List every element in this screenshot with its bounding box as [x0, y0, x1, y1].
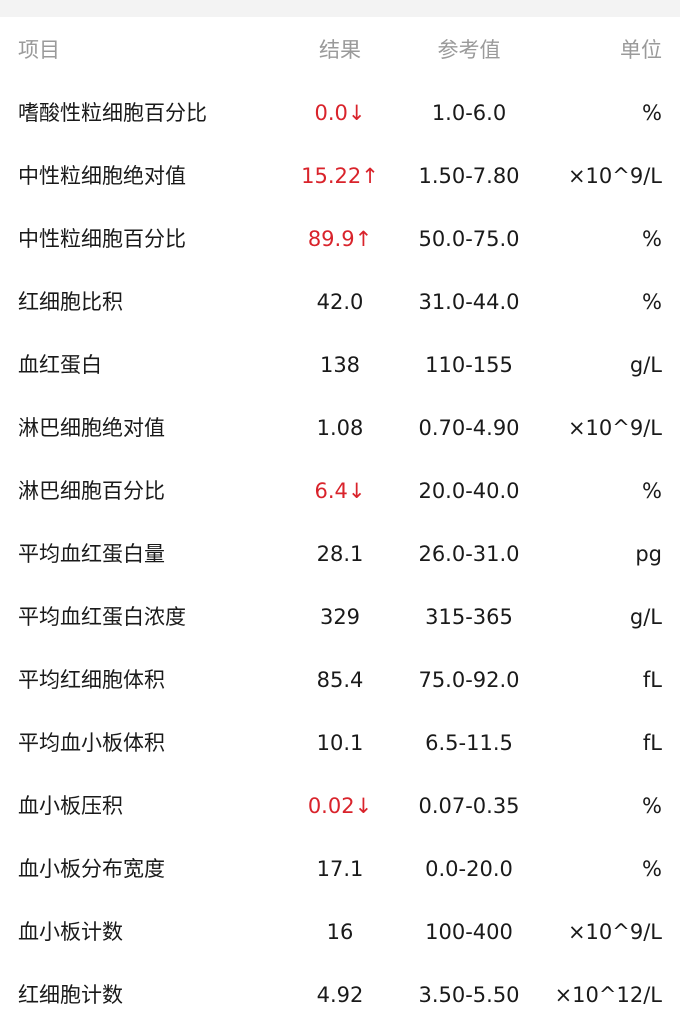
item-name: 平均血红蛋白浓度 — [18, 605, 186, 629]
unit: % — [642, 857, 662, 881]
item-name: 中性粒细胞百分比 — [18, 227, 186, 251]
result-value: 10.1 — [316, 731, 364, 755]
reference-range: 315-365 — [425, 605, 513, 629]
item-name: 平均红细胞体积 — [18, 668, 165, 692]
result-value: 28.1 — [316, 542, 364, 566]
unit: % — [642, 101, 662, 125]
unit: ×10^12/L — [554, 983, 662, 1007]
unit: g/L — [629, 353, 662, 377]
reference-range: 6.5-11.5 — [425, 731, 513, 755]
result-value: 42.0 — [316, 290, 364, 314]
result-value: 1.08 — [316, 416, 364, 440]
reference-range: 50.0-75.0 — [418, 227, 520, 251]
item-name: 嗜酸性粒细胞百分比 — [18, 101, 207, 125]
table-row: 淋巴细胞百分比 6.4↓ 20.0-40.0% — [0, 460, 680, 523]
unit: % — [642, 794, 662, 818]
item-name: 平均血小板体积 — [18, 731, 165, 755]
table-row: 红细胞计数 4.92 3.50-5.50 ×10^12/L — [0, 964, 680, 1027]
reference-range: 110-155 — [425, 353, 513, 377]
header-reference: 参考值 — [437, 38, 501, 62]
reference-range: 3.50-5.50 — [418, 983, 520, 1007]
result-value: 85.4 — [316, 668, 364, 692]
item-name: 血小板压积 — [18, 794, 123, 818]
table-row: 平均血红蛋白浓度 329 315-365 g/L — [0, 586, 680, 649]
reference-range: 75.0-92.0 — [418, 668, 520, 692]
reference-range: 20.0-40.0 — [418, 479, 520, 503]
item-name: 红细胞比积 — [18, 290, 123, 314]
header-item: 项目 — [18, 38, 60, 62]
result-value: 138 — [319, 353, 361, 377]
table-row: 血红蛋白 138 110-155 g/L — [0, 334, 680, 397]
reference-range: 0.0-20.0 — [425, 857, 513, 881]
unit: % — [642, 290, 662, 314]
reference-range: 26.0-31.0 — [418, 542, 520, 566]
item-name: 血小板计数 — [18, 920, 123, 944]
reference-range: 31.0-44.0 — [418, 290, 520, 314]
table-header: 项目 结果 参考值 单位 — [0, 19, 680, 82]
unit: % — [642, 479, 662, 503]
table-row: 平均血红蛋白量 28.1 26.0-31.0 pg — [0, 523, 680, 586]
table-row: 血小板分布宽度 17.1 0.0-20.0% — [0, 838, 680, 901]
item-name: 淋巴细胞百分比 — [18, 479, 165, 503]
table-row: 平均红细胞体积 85.4 75.0-92.0 fL — [0, 649, 680, 712]
result-value: 329 — [319, 605, 361, 629]
unit: fL — [642, 668, 662, 692]
result-value: 15.22↑ — [301, 164, 379, 188]
item-name: 红细胞计数 — [18, 983, 123, 1007]
unit: pg — [635, 542, 662, 566]
item-name: 平均血红蛋白量 — [18, 542, 165, 566]
table-row: 平均血小板体积 10.1 6.5-11.5 fL — [0, 712, 680, 775]
result-value: 4.92 — [316, 983, 364, 1007]
table-row: 嗜酸性粒细胞百分比 0.0↓ 1.0-6.0% — [0, 82, 680, 145]
table-row: 中性粒细胞绝对值 15.22↑ 1.50-7.80 ×10^9/L — [0, 145, 680, 208]
result-value: 6.4↓ — [314, 479, 366, 503]
item-name: 血红蛋白 — [18, 353, 102, 377]
reference-range: 1.50-7.80 — [418, 164, 520, 188]
header-result: 结果 — [319, 38, 361, 62]
result-value: 16 — [326, 920, 354, 944]
top-band — [0, 0, 680, 17]
reference-range: 0.07-0.35 — [418, 794, 520, 818]
unit: ×10^9/L — [567, 920, 662, 944]
table-row: 血小板计数 16 100-400 ×10^9/L — [0, 901, 680, 964]
unit: % — [642, 227, 662, 251]
table-row: 淋巴细胞绝对值 1.08 0.70-4.90 ×10^9/L — [0, 397, 680, 460]
table-row: 血小板压积 0.02↓ 0.07-0.35% — [0, 775, 680, 838]
unit: g/L — [629, 605, 662, 629]
item-name: 中性粒细胞绝对值 — [18, 164, 186, 188]
reference-range: 100-400 — [425, 920, 513, 944]
result-value: 89.9↑ — [307, 227, 373, 251]
item-name: 淋巴细胞绝对值 — [18, 416, 165, 440]
result-value: 17.1 — [316, 857, 364, 881]
table-row: 中性粒细胞百分比 89.9↑ 50.0-75.0% — [0, 208, 680, 271]
item-name: 血小板分布宽度 — [18, 857, 165, 881]
header-unit: 单位 — [620, 38, 662, 62]
result-value: 0.0↓ — [314, 101, 366, 125]
unit: ×10^9/L — [567, 164, 662, 188]
result-value: 0.02↓ — [307, 794, 373, 818]
table-row: 红细胞比积 42.0 31.0-44.0% — [0, 271, 680, 334]
unit: fL — [642, 731, 662, 755]
unit: ×10^9/L — [567, 416, 662, 440]
reference-range: 1.0-6.0 — [431, 101, 507, 125]
reference-range: 0.70-4.90 — [418, 416, 520, 440]
